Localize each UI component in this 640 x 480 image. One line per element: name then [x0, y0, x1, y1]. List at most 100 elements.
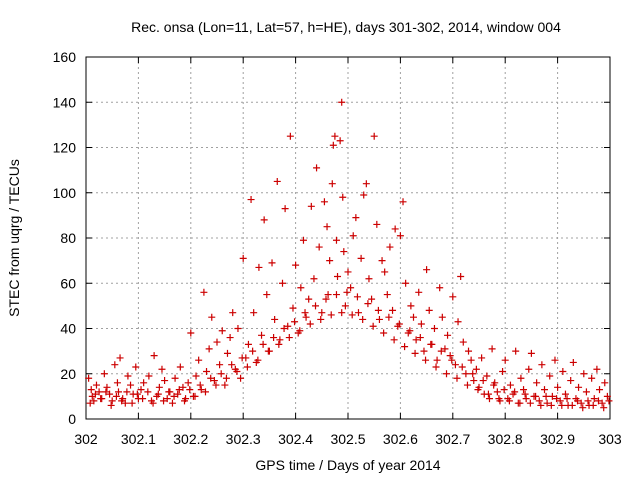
data-point — [210, 377, 218, 385]
data-point — [100, 370, 108, 378]
data-point — [85, 374, 93, 382]
data-point — [301, 309, 309, 317]
data-point — [271, 315, 279, 323]
y-axis-label: STEC from uqrg / TECUs — [6, 159, 22, 317]
data-point — [596, 386, 604, 394]
data-point — [590, 395, 598, 403]
data-point — [102, 388, 110, 396]
data-point — [118, 397, 126, 405]
data-point — [344, 268, 352, 276]
data-point — [432, 363, 440, 371]
data-point — [537, 401, 545, 409]
data-point — [490, 381, 498, 389]
x-tick-label: 302.5 — [330, 431, 365, 447]
data-point — [327, 311, 335, 319]
data-point — [374, 306, 382, 314]
y-tick-label: 100 — [53, 185, 77, 201]
data-point — [260, 216, 268, 224]
data-point — [535, 397, 543, 405]
data-point — [577, 399, 585, 407]
data-point — [594, 397, 602, 405]
data-point — [554, 383, 562, 391]
data-point — [107, 401, 115, 409]
data-point — [170, 392, 178, 400]
data-point — [425, 306, 433, 314]
data-point — [137, 386, 145, 394]
data-point — [584, 397, 592, 405]
data-point — [289, 304, 297, 312]
data-point — [579, 404, 587, 412]
y-tick-label: 20 — [60, 366, 76, 382]
data-point — [306, 320, 314, 328]
data-point — [121, 399, 129, 407]
x-tick-label: 302 — [74, 431, 98, 447]
data-point — [324, 291, 332, 299]
data-point — [328, 180, 336, 188]
data-point — [556, 397, 564, 405]
data-point — [87, 386, 95, 394]
data-point — [201, 388, 209, 396]
data-point — [574, 397, 582, 405]
data-point — [380, 329, 388, 337]
y-tick-label: 40 — [60, 321, 76, 337]
data-point — [154, 390, 162, 398]
data-point — [395, 320, 403, 328]
x-tick-label: 302.4 — [278, 431, 313, 447]
data-point — [226, 334, 234, 342]
data-point — [124, 372, 132, 380]
data-point — [375, 315, 383, 323]
data-point — [362, 180, 370, 188]
data-point — [160, 397, 168, 405]
data-point — [305, 295, 313, 303]
data-point — [462, 370, 470, 378]
data-point — [174, 390, 182, 398]
data-point — [158, 365, 166, 373]
y-tick-label: 140 — [53, 94, 77, 110]
data-point — [383, 291, 391, 299]
x-axis: 302 302.1 302.2 302.3 302.4 302.5 302.6 302.7 30… — [74, 57, 622, 447]
data-point — [451, 361, 459, 369]
data-point — [111, 361, 119, 369]
data-point — [212, 381, 220, 389]
data-point — [465, 347, 473, 355]
data-point — [441, 345, 449, 353]
data-point — [547, 401, 555, 409]
data-point — [312, 302, 320, 310]
data-point — [500, 386, 508, 394]
data-point — [95, 388, 103, 396]
data-points — [85, 98, 613, 412]
data-point — [391, 225, 399, 233]
data-point — [527, 349, 535, 357]
data-point — [296, 327, 304, 335]
data-point — [317, 315, 325, 323]
data-point — [205, 345, 213, 353]
data-point — [339, 193, 347, 201]
data-point — [457, 272, 465, 280]
data-point — [163, 395, 171, 403]
data-point — [427, 340, 435, 348]
data-point — [396, 232, 404, 240]
data-point — [112, 392, 120, 400]
data-point — [291, 318, 299, 326]
chart-title: Rec. onsa (Lon=11, Lat=57, h=HE), days 3… — [131, 19, 561, 35]
data-point — [567, 377, 575, 385]
x-tick-label: 303 — [598, 431, 622, 447]
data-point — [171, 374, 179, 382]
data-point — [123, 388, 131, 396]
data-point — [332, 291, 340, 299]
data-point — [453, 374, 461, 382]
data-point — [381, 268, 389, 276]
y-tick-label: 160 — [53, 49, 77, 65]
x-tick-label: 302.9 — [540, 431, 575, 447]
data-point — [223, 349, 231, 357]
data-point — [423, 266, 431, 274]
data-point — [353, 293, 361, 301]
data-point — [407, 302, 415, 310]
data-point — [229, 309, 237, 317]
data-point — [165, 388, 173, 396]
data-point — [412, 336, 420, 344]
data-point — [541, 386, 548, 394]
data-point — [191, 392, 199, 400]
data-point — [239, 254, 247, 262]
data-point — [279, 279, 286, 287]
